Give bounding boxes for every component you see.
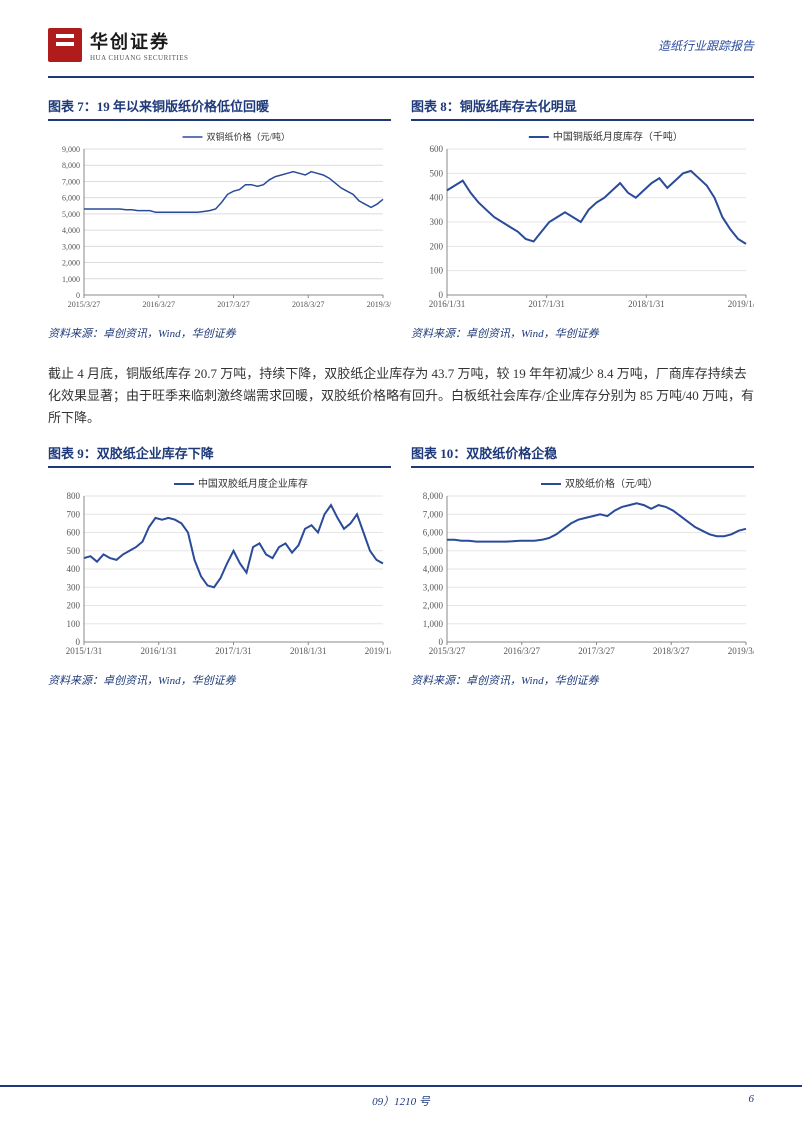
svg-text:300: 300 [430, 217, 444, 227]
svg-text:600: 600 [430, 144, 444, 154]
logo: 华创证券 HUA CHUANG SECURITIES [48, 28, 188, 62]
svg-text:100: 100 [67, 619, 81, 629]
chart-9-block: 图表 9：双胶纸企业库存下降 0100200300400500600700800… [48, 443, 391, 698]
svg-text:800: 800 [67, 491, 81, 501]
svg-text:5,000: 5,000 [423, 546, 444, 556]
svg-text:4,000: 4,000 [62, 226, 80, 235]
svg-text:2015/1/31: 2015/1/31 [66, 646, 103, 656]
svg-text:2019/3/27: 2019/3/27 [367, 300, 391, 309]
svg-text:2,000: 2,000 [423, 601, 444, 611]
svg-text:2015/3/27: 2015/3/27 [429, 646, 466, 656]
svg-text:4,000: 4,000 [423, 564, 444, 574]
svg-text:8,000: 8,000 [62, 161, 80, 170]
chart-10-block: 图表 10：双胶纸价格企稳 01,0002,0003,0004,0005,000… [411, 443, 754, 698]
page-header: 华创证券 HUA CHUANG SECURITIES 造纸行业跟踪报告 [0, 0, 802, 72]
chart-9-title: 图表 9：双胶纸企业库存下降 [48, 443, 391, 468]
svg-text:2019/3/27: 2019/3/27 [728, 646, 754, 656]
header-rule [48, 76, 754, 78]
chart-9-canvas: 01002003004005006007008002015/1/312016/1… [48, 474, 391, 664]
svg-text:400: 400 [67, 564, 81, 574]
svg-text:2016/1/31: 2016/1/31 [429, 299, 466, 309]
footer: 09）1210 号 6 [0, 1085, 802, 1133]
svg-text:1,000: 1,000 [62, 275, 80, 284]
svg-text:2017/1/31: 2017/1/31 [528, 299, 565, 309]
page-number: 6 [714, 1093, 754, 1109]
chart-10-title: 图表 10：双胶纸价格企稳 [411, 443, 754, 468]
svg-text:3,000: 3,000 [423, 583, 444, 593]
svg-text:2017/3/27: 2017/3/27 [578, 646, 615, 656]
svg-text:2018/1/31: 2018/1/31 [290, 646, 327, 656]
svg-text:双胶纸价格（元/吨）: 双胶纸价格（元/吨） [565, 477, 658, 490]
svg-text:8,000: 8,000 [423, 491, 444, 501]
svg-text:中国铜版纸月度库存（千吨）: 中国铜版纸月度库存（千吨） [553, 130, 683, 143]
svg-text:中国双胶纸月度企业库存: 中国双胶纸月度企业库存 [198, 477, 308, 490]
svg-text:2017/3/27: 2017/3/27 [217, 300, 249, 309]
svg-text:双铜纸价格（元/吨）: 双铜纸价格（元/吨） [207, 131, 291, 142]
content: 图表 7：19 年以来铜版纸价格低位回暖 0 1,000 2,000 3,000 4,0… [0, 96, 802, 698]
logo-cn: 华创证券 [90, 28, 188, 54]
svg-text:6,000: 6,000 [62, 194, 80, 203]
chart-7-block: 图表 7：19 年以来铜版纸价格低位回暖 0 1,000 2,000 3,000 4,0… [48, 96, 391, 351]
svg-text:3,000: 3,000 [62, 242, 80, 251]
svg-text:7,000: 7,000 [62, 177, 80, 186]
svg-text:500: 500 [430, 168, 444, 178]
svg-text:700: 700 [67, 510, 81, 520]
svg-text:2018/3/27: 2018/3/27 [653, 646, 690, 656]
chart-10-source: 资料来源：卓创资讯，Wind，华创证券 [411, 672, 754, 688]
chart-7-title: 图表 7：19 年以来铜版纸价格低位回暖 [48, 96, 391, 121]
chart-row-2: 图表 9：双胶纸企业库存下降 0100200300400500600700800… [48, 443, 754, 698]
body-paragraph: 截止 4 月底，铜版纸库存 20.7 万吨，持续下降，双胶纸企业库存为 43.7… [48, 363, 754, 429]
svg-text:2016/3/27: 2016/3/27 [503, 646, 540, 656]
svg-text:2016/3/27: 2016/3/27 [143, 300, 175, 309]
logo-en: HUA CHUANG SECURITIES [90, 54, 188, 62]
svg-text:100: 100 [430, 266, 444, 276]
chart-8-canvas: 01002003004005006002016/1/312017/1/31201… [411, 127, 754, 317]
svg-text:6,000: 6,000 [423, 528, 444, 538]
svg-text:400: 400 [430, 193, 444, 203]
footer-center: 09）1210 号 [88, 1093, 714, 1109]
chart-7-source: 资料来源：卓创资讯，Wind，华创证券 [48, 325, 391, 341]
svg-text:2015/3/27: 2015/3/27 [68, 300, 100, 309]
svg-text:2016/1/31: 2016/1/31 [140, 646, 177, 656]
logo-text: 华创证券 HUA CHUANG SECURITIES [90, 28, 188, 62]
chart-row-1: 图表 7：19 年以来铜版纸价格低位回暖 0 1,000 2,000 3,000 4,0… [48, 96, 754, 351]
svg-text:200: 200 [430, 241, 444, 251]
chart-8-block: 图表 8：铜版纸库存去化明显 01002003004005006002016/1… [411, 96, 754, 351]
svg-text:2018/1/31: 2018/1/31 [628, 299, 665, 309]
chart-10-canvas: 01,0002,0003,0004,0005,0006,0007,0008,00… [411, 474, 754, 664]
svg-text:2017/1/31: 2017/1/31 [215, 646, 252, 656]
svg-text:7,000: 7,000 [423, 510, 444, 520]
chart-8-title: 图表 8：铜版纸库存去化明显 [411, 96, 754, 121]
svg-text:9,000: 9,000 [62, 145, 80, 154]
svg-text:200: 200 [67, 601, 81, 611]
logo-mark-icon [48, 28, 82, 62]
svg-text:2018/3/27: 2018/3/27 [292, 300, 324, 309]
svg-text:500: 500 [67, 546, 81, 556]
svg-text:1,000: 1,000 [423, 619, 444, 629]
svg-text:2,000: 2,000 [62, 259, 80, 268]
svg-text:5,000: 5,000 [62, 210, 80, 219]
svg-text:0: 0 [76, 291, 80, 300]
svg-text:600: 600 [67, 528, 81, 538]
chart-9-source: 资料来源：卓创资讯，Wind，华创证券 [48, 672, 391, 688]
chart-8-source: 资料来源：卓创资讯，Wind，华创证券 [411, 325, 754, 341]
svg-text:2019/1/31: 2019/1/31 [365, 646, 391, 656]
chart-7-canvas: 0 1,000 2,000 3,000 4,000 5,000 6,000 7,000 8,00… [48, 127, 391, 317]
report-title: 造纸行业跟踪报告 [658, 37, 754, 54]
svg-text:2019/1/31: 2019/1/31 [728, 299, 754, 309]
svg-text:300: 300 [67, 583, 81, 593]
